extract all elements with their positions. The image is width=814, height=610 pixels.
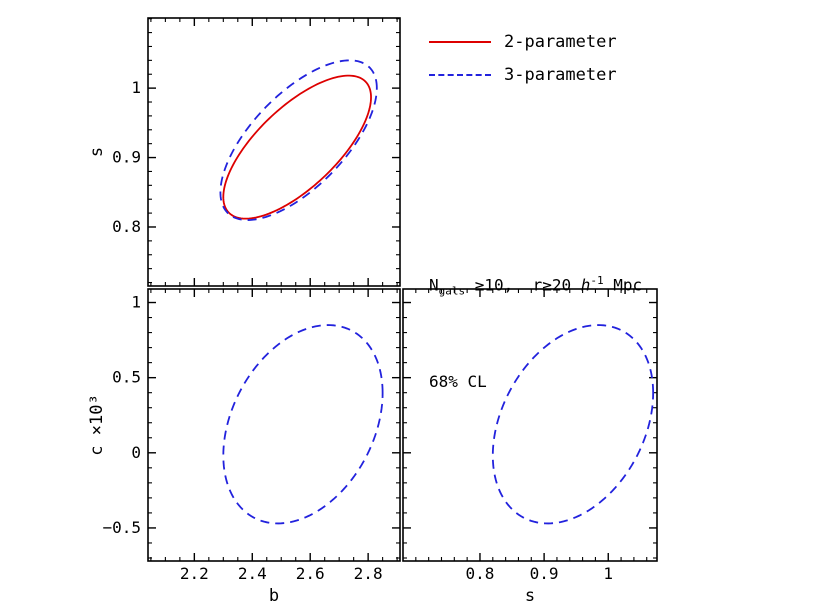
x-axis-label: s bbox=[525, 586, 535, 606]
y-tick-label: 0.5 bbox=[112, 368, 141, 387]
legend-item-2-parameter: 2-parameter bbox=[429, 31, 617, 53]
y-tick-label: 0 bbox=[131, 443, 141, 462]
contour-2-parameter bbox=[222, 74, 372, 220]
contour-3-parameter bbox=[219, 59, 378, 221]
legend-line-solid-icon bbox=[429, 41, 491, 43]
x-tick-label: 2.6 bbox=[296, 564, 325, 583]
x-tick-label: 0.8 bbox=[466, 564, 495, 583]
annotation-h-exp: -1 bbox=[590, 274, 604, 287]
y-tick-label: −0.5 bbox=[102, 518, 141, 537]
legend-line-dashed-icon bbox=[429, 74, 491, 76]
y-axis-label: c ×10³ bbox=[87, 394, 107, 455]
panel-c-vs-s: 0.8 0.9 1 s bbox=[402, 288, 658, 606]
annotation-sample-cuts: Ngals ≥10, r≥20 h-1 Mpc bbox=[429, 266, 642, 307]
legend-label-2-parameter: 2-parameter bbox=[504, 32, 617, 52]
panel-frame bbox=[147, 17, 401, 287]
x-tick-label: 2.2 bbox=[180, 564, 209, 583]
y-tick-label: 0.9 bbox=[112, 148, 141, 167]
panel-c-vs-b: 2.2 2.4 2.6 2.8 −0.5 0 0.5 1 b c ×10³ bbox=[87, 288, 401, 606]
y-tick-label: 1 bbox=[131, 78, 141, 97]
x-tick-label: 2.8 bbox=[354, 564, 383, 583]
x-axis-label: b bbox=[269, 586, 279, 606]
x-tick-label: 0.9 bbox=[530, 564, 559, 583]
contour-3-parameter bbox=[222, 324, 384, 525]
x-tick-label: 2.4 bbox=[238, 564, 267, 583]
y-tick-label: 1 bbox=[131, 293, 141, 312]
panel-frame bbox=[147, 288, 401, 562]
y-axis-label: s bbox=[87, 147, 107, 157]
annotation-confidence-level: 68% CL bbox=[429, 371, 487, 391]
y-tick-label: 0.8 bbox=[112, 217, 141, 236]
annotation-n: N bbox=[429, 275, 439, 295]
panel-s-vs-b: 0.8 0.9 1 s bbox=[87, 17, 401, 287]
annotation-unit: Mpc bbox=[603, 275, 643, 295]
panel-frame bbox=[402, 288, 658, 562]
x-tick-label: 1 bbox=[603, 564, 613, 583]
annotation-h: h bbox=[580, 275, 591, 295]
contour-3-parameter bbox=[491, 324, 655, 525]
legend: 2-parameter 3-parameter bbox=[429, 31, 617, 86]
annotation-mid: ≥10, r≥20 bbox=[465, 275, 581, 295]
legend-label-3-parameter: 3-parameter bbox=[504, 65, 617, 85]
annotation-n-sub: gals bbox=[438, 284, 466, 298]
legend-item-3-parameter: 3-parameter bbox=[429, 64, 617, 86]
annotation-block: Ngals ≥10, r≥20 h-1 Mpc 68% CL bbox=[429, 206, 642, 457]
